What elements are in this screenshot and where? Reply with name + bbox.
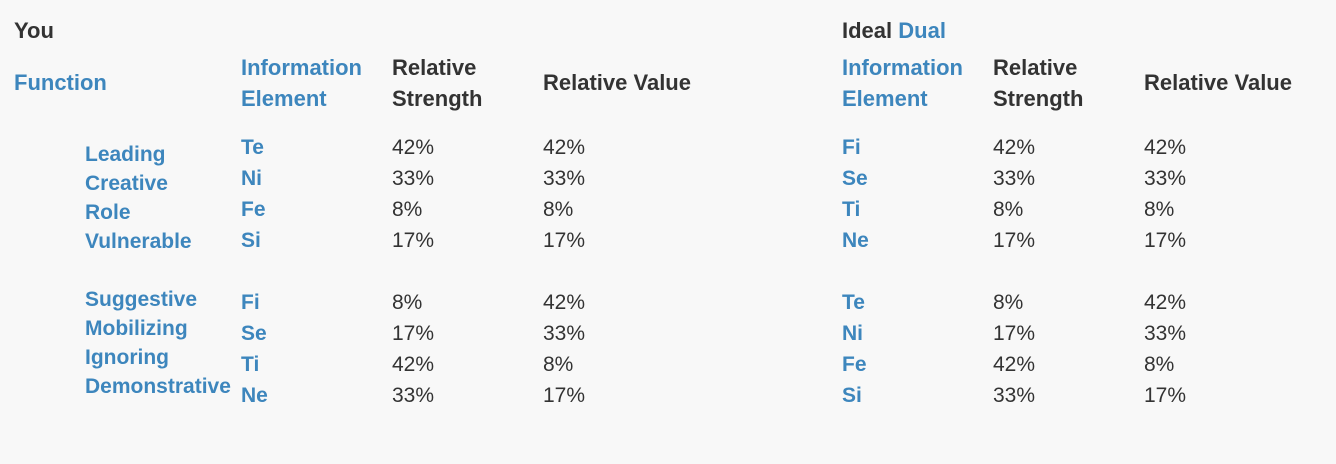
dual-info-element-header: Information Element: [842, 52, 963, 114]
value-cell: 42%: [1144, 136, 1187, 159]
strength-cell: 17%: [993, 229, 1036, 252]
strength-cell: 42%: [993, 353, 1036, 376]
dual-strength-header-line2: Strength: [993, 86, 1084, 111]
strength-cell: 42%: [392, 136, 435, 159]
you-info-header-line1: Information: [241, 55, 362, 80]
value-cell: 33%: [1144, 322, 1187, 345]
value-cell: 33%: [543, 167, 586, 190]
dual-value-bottom: 42% 33% 8% 17%: [1144, 287, 1186, 411]
dual-info-header-line2: Element: [842, 86, 928, 111]
function-creative: Creative: [85, 172, 168, 195]
strength-cell: 8%: [392, 291, 423, 314]
value-cell: 42%: [543, 291, 586, 314]
value-cell: 42%: [543, 136, 586, 159]
element-cell: Ni: [241, 167, 262, 190]
strength-cell: 17%: [993, 322, 1036, 345]
function-ignoring: Ignoring: [85, 346, 169, 369]
you-functions-top: Leading Creative Role Vulnerable: [85, 140, 192, 256]
you-function-header: Function: [14, 70, 107, 95]
function-suggestive: Suggestive: [85, 288, 198, 311]
dual-title-prefix: Ideal: [842, 18, 893, 43]
you-strength-header: Relative Strength: [392, 52, 482, 114]
strength-cell: 33%: [392, 384, 435, 407]
element-cell: Te: [842, 291, 865, 314]
element-cell: Se: [842, 167, 868, 190]
element-cell: Ti: [241, 353, 260, 376]
value-cell: 8%: [543, 198, 574, 221]
dual-strength-bottom: 8% 17% 42% 33%: [993, 287, 1035, 411]
dual-elements-bottom: Te Ni Fe Si: [842, 287, 867, 411]
dual-elements-top: Fi Se Ti Ne: [842, 132, 869, 256]
element-cell: Fi: [241, 291, 260, 314]
you-strength-bottom: 8% 17% 42% 33%: [392, 287, 434, 411]
strength-cell: 42%: [993, 136, 1036, 159]
value-cell: 17%: [1144, 384, 1187, 407]
strength-cell: 42%: [392, 353, 435, 376]
strength-cell: 17%: [392, 229, 435, 252]
you-value-bottom: 42% 33% 8% 17%: [543, 287, 585, 411]
value-cell: 17%: [543, 384, 586, 407]
you-functions-bottom: Suggestive Mobilizing Ignoring Demonstra…: [85, 285, 231, 401]
strength-cell: 33%: [993, 384, 1036, 407]
function-vulnerable: Vulnerable: [85, 230, 192, 253]
you-info-header-line2: Element: [241, 86, 327, 111]
element-cell: Se: [241, 322, 267, 345]
dual-title-link[interactable]: Dual: [898, 18, 946, 43]
value-cell: 42%: [1144, 291, 1187, 314]
element-cell: Ti: [842, 198, 861, 221]
you-strength-header-line1: Relative: [392, 55, 477, 80]
element-cell: Si: [241, 229, 261, 252]
you-value-header: Relative Value: [543, 70, 691, 95]
strength-cell: 33%: [392, 167, 435, 190]
dual-strength-top: 42% 33% 8% 17%: [993, 132, 1035, 256]
value-cell: 8%: [1144, 353, 1175, 376]
you-value-top: 42% 33% 8% 17%: [543, 132, 585, 256]
element-cell: Fe: [842, 353, 867, 376]
element-cell: Fe: [241, 198, 266, 221]
element-cell: Ni: [842, 322, 863, 345]
element-cell: Te: [241, 136, 264, 159]
you-info-element-header: Information Element: [241, 52, 362, 114]
you-strength-header-line2: Strength: [392, 86, 483, 111]
strength-cell: 8%: [993, 198, 1024, 221]
strength-cell: 8%: [392, 198, 423, 221]
value-cell: 17%: [543, 229, 586, 252]
value-cell: 17%: [1144, 229, 1187, 252]
strength-cell: 33%: [993, 167, 1036, 190]
strength-cell: 17%: [392, 322, 435, 345]
value-cell: 33%: [1144, 167, 1187, 190]
function-mobilizing: Mobilizing: [85, 317, 188, 340]
value-cell: 8%: [1144, 198, 1175, 221]
element-cell: Ne: [842, 229, 869, 252]
function-role: Role: [85, 201, 131, 224]
value-cell: 33%: [543, 322, 586, 345]
strength-cell: 8%: [993, 291, 1024, 314]
you-elements-bottom: Fi Se Ti Ne: [241, 287, 268, 411]
function-demonstrative: Demonstrative: [85, 375, 231, 398]
you-strength-top: 42% 33% 8% 17%: [392, 132, 434, 256]
function-leading: Leading: [85, 143, 166, 166]
dual-value-top: 42% 33% 8% 17%: [1144, 132, 1186, 256]
dual-info-header-line1: Information: [842, 55, 963, 80]
dual-title: Ideal Dual: [842, 18, 946, 44]
dual-value-header: Relative Value: [1144, 70, 1292, 95]
element-cell: Ne: [241, 384, 268, 407]
you-title: You: [14, 18, 54, 43]
element-cell: Si: [842, 384, 862, 407]
dual-strength-header: Relative Strength: [993, 52, 1083, 114]
dual-strength-header-line1: Relative: [993, 55, 1078, 80]
element-cell: Fi: [842, 136, 861, 159]
value-cell: 8%: [543, 353, 574, 376]
you-elements-top: Te Ni Fe Si: [241, 132, 266, 256]
